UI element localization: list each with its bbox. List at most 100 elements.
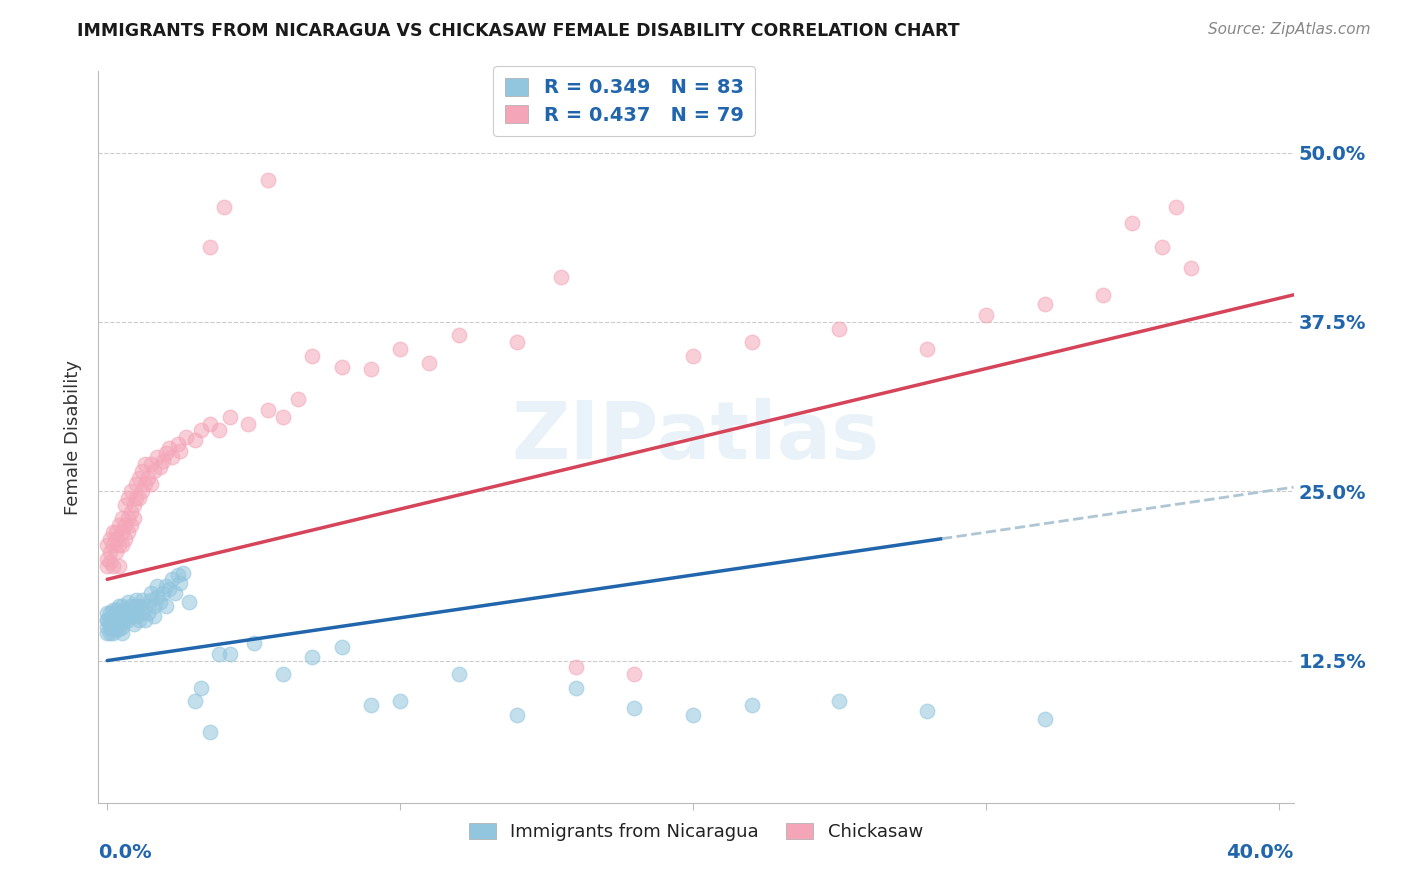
Point xyxy=(179,595,201,609)
Point xyxy=(190,423,212,437)
Point xyxy=(101,623,124,637)
Point xyxy=(447,667,470,681)
Point xyxy=(418,355,440,369)
Point xyxy=(101,558,124,573)
Point xyxy=(219,647,242,661)
Point xyxy=(301,649,323,664)
Point xyxy=(122,511,145,525)
Point xyxy=(143,608,166,623)
Point xyxy=(741,335,763,350)
Point xyxy=(122,498,145,512)
Point xyxy=(111,626,134,640)
Point xyxy=(125,599,148,614)
Text: 40.0%: 40.0% xyxy=(1226,843,1294,862)
Point xyxy=(301,349,323,363)
Point xyxy=(330,640,353,654)
Point xyxy=(134,613,156,627)
Point xyxy=(917,342,939,356)
Point xyxy=(190,681,212,695)
Point xyxy=(360,698,382,713)
Point xyxy=(111,599,134,614)
Point xyxy=(149,595,172,609)
Point xyxy=(128,613,150,627)
Point xyxy=(125,491,148,505)
Point xyxy=(565,681,588,695)
Point xyxy=(101,617,124,632)
Point xyxy=(108,558,131,573)
Point xyxy=(101,538,124,552)
Point xyxy=(117,606,139,620)
Point xyxy=(108,599,131,614)
Point xyxy=(114,603,136,617)
Point xyxy=(1092,288,1115,302)
Point xyxy=(682,707,704,722)
Point xyxy=(136,606,159,620)
Text: Source: ZipAtlas.com: Source: ZipAtlas.com xyxy=(1208,22,1371,37)
Point xyxy=(117,511,139,525)
Point xyxy=(214,200,236,214)
Point xyxy=(169,576,191,591)
Point xyxy=(128,471,150,485)
Y-axis label: Female Disability: Female Disability xyxy=(65,359,83,515)
Point xyxy=(146,590,169,604)
Point xyxy=(143,599,166,614)
Point xyxy=(682,349,704,363)
Point xyxy=(287,392,309,406)
Point xyxy=(257,172,280,186)
Point xyxy=(96,558,118,573)
Point xyxy=(114,532,136,546)
Point xyxy=(207,647,229,661)
Point xyxy=(389,694,412,708)
Point xyxy=(108,518,131,533)
Point xyxy=(98,620,121,634)
Point xyxy=(108,606,131,620)
Point xyxy=(623,701,645,715)
Point xyxy=(98,545,121,559)
Point xyxy=(125,477,148,491)
Point xyxy=(96,552,118,566)
Legend: Immigrants from Nicaragua, Chickasaw: Immigrants from Nicaragua, Chickasaw xyxy=(461,816,931,848)
Point xyxy=(131,464,153,478)
Point xyxy=(236,417,259,431)
Point xyxy=(172,566,194,580)
Point xyxy=(174,430,197,444)
Point xyxy=(623,667,645,681)
Point xyxy=(105,620,127,634)
Point xyxy=(96,538,118,552)
Point xyxy=(131,592,153,607)
Point xyxy=(1166,200,1188,214)
Point xyxy=(198,240,221,254)
Point xyxy=(1180,260,1202,275)
Point xyxy=(111,608,134,623)
Point xyxy=(117,595,139,609)
Point xyxy=(447,328,470,343)
Point xyxy=(96,606,118,620)
Text: IMMIGRANTS FROM NICARAGUA VS CHICKASAW FEMALE DISABILITY CORRELATION CHART: IMMIGRANTS FROM NICARAGUA VS CHICKASAW F… xyxy=(77,22,960,40)
Point xyxy=(105,545,127,559)
Point xyxy=(111,538,134,552)
Point xyxy=(108,613,131,627)
Point xyxy=(101,626,124,640)
Point xyxy=(114,613,136,627)
Point xyxy=(114,498,136,512)
Point xyxy=(160,450,183,465)
Point xyxy=(1033,297,1056,311)
Point xyxy=(141,477,163,491)
Point xyxy=(98,626,121,640)
Point xyxy=(169,443,191,458)
Point xyxy=(98,606,121,620)
Point xyxy=(143,464,166,478)
Point xyxy=(146,579,169,593)
Point xyxy=(101,603,124,617)
Point xyxy=(128,491,150,505)
Point xyxy=(152,454,174,468)
Point xyxy=(1033,712,1056,726)
Point xyxy=(257,403,280,417)
Point xyxy=(146,450,169,465)
Point xyxy=(134,457,156,471)
Point xyxy=(101,608,124,623)
Point xyxy=(134,599,156,614)
Point xyxy=(160,572,183,586)
Point xyxy=(128,599,150,614)
Point xyxy=(96,626,118,640)
